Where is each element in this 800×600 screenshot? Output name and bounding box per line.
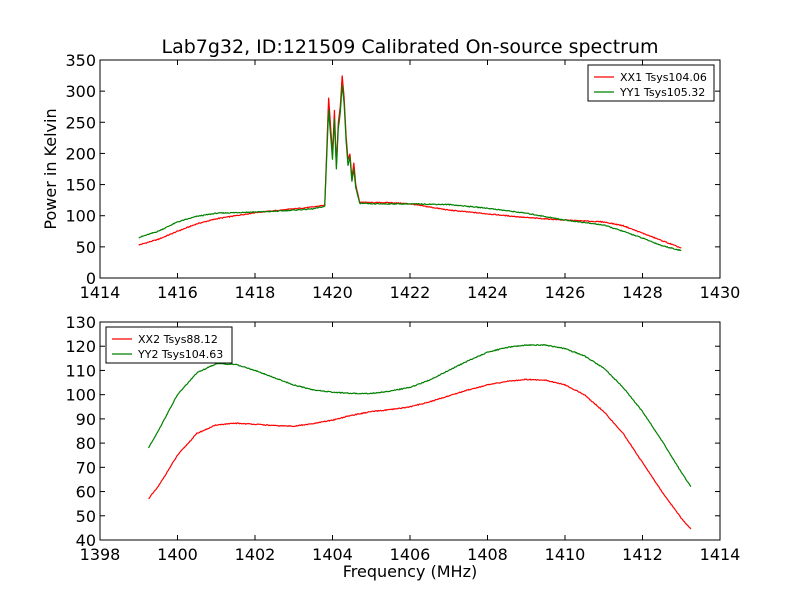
bottom-x-tick-label: 1408	[467, 545, 508, 564]
bottom-x-tick-label: 1406	[390, 545, 431, 564]
top-x-tick-label: 1416	[157, 283, 198, 302]
bottom-legend-entry-1: XX2 Tsys88.12	[138, 333, 218, 346]
top-x-tick-label: 1414	[80, 283, 121, 302]
top-axis-ticks: 1414 1416 1418 1420 1422 1424 1426 1428 1430 0 50 1…	[65, 51, 740, 302]
bottom-x-tick-label: 1414	[700, 545, 741, 564]
bottom-y-tick-label: 110	[65, 361, 96, 380]
top-legend: XX1 Tsys104.06 YY1 Tsys105.32	[587, 64, 715, 102]
bottom-series-line-1	[148, 378, 692, 530]
bottom-y-tick-label: 50	[76, 507, 96, 526]
bottom-y-tick-label: 120	[65, 337, 96, 356]
top-y-tick-label: 300	[65, 82, 96, 101]
bottom-legend-box	[105, 326, 233, 364]
bottom-x-tick-label: 1404	[312, 545, 353, 564]
bottom-x-axis-label: Frequency (MHz)	[343, 562, 477, 581]
bottom-x-tick-label: 1402	[235, 545, 276, 564]
top-series-line-2	[138, 84, 682, 252]
top-y-axis-label: Power in Kelvin	[41, 108, 60, 229]
top-x-tick-label: 1424	[467, 283, 508, 302]
top-y-tick-label: 350	[65, 51, 96, 70]
bottom-y-tick-label: 90	[76, 410, 96, 429]
top-legend-entry-2: YY1 Tsys105.32	[619, 86, 705, 99]
bottom-x-tick-label: 1410	[545, 545, 586, 564]
bottom-x-tick-label: 1398	[80, 545, 121, 564]
top-x-tick-label: 1422	[390, 283, 431, 302]
bottom-axis-ticks: 1398 1400 1402 1404 1406 1408 1410 1412 1414 40 50…	[65, 313, 740, 564]
top-x-tick-label: 1426	[545, 283, 586, 302]
bottom-y-tick-label: 100	[65, 386, 96, 405]
top-y-tick-label: 200	[65, 144, 96, 163]
top-y-tick-label: 100	[65, 207, 96, 226]
top-panel: 1414 1416 1418 1420 1422 1424 1426 1428 1430 0 50 1…	[41, 51, 740, 302]
bottom-legend: XX2 Tsys88.12 YY2 Tsys104.63	[105, 326, 233, 364]
bottom-y-tick-label: 130	[65, 313, 96, 332]
figure-title: Lab7g32, ID:121509 Calibrated On-source …	[161, 36, 658, 58]
top-y-tick-label: 50	[76, 238, 96, 257]
top-legend-entry-1: XX1 Tsys104.06	[620, 71, 707, 84]
top-x-tick-label: 1420	[312, 283, 353, 302]
top-x-tick-label: 1418	[235, 283, 276, 302]
bottom-x-tick-label: 1412	[622, 545, 663, 564]
bottom-series-line-2	[147, 343, 692, 488]
bottom-y-tick-label: 40	[76, 531, 96, 550]
top-y-tick-label: 250	[65, 113, 96, 132]
bottom-panel: 1398 1400 1402 1404 1406 1408 1410 1412 1414 40 50…	[65, 313, 740, 581]
top-legend-box	[587, 64, 715, 102]
top-x-tick-label: 1430	[700, 283, 741, 302]
top-plot-lines	[138, 75, 682, 252]
top-x-tick-label: 1428	[622, 283, 663, 302]
bottom-x-tick-label: 1400	[157, 545, 198, 564]
bottom-y-tick-label: 60	[76, 483, 96, 502]
bottom-y-tick-label: 80	[76, 434, 96, 453]
bottom-plot-lines	[147, 343, 692, 530]
top-y-tick-label: 150	[65, 176, 96, 195]
bottom-legend-entry-2: YY2 Tsys104.63	[137, 348, 223, 361]
bottom-y-tick-label: 70	[76, 458, 96, 477]
top-y-tick-label: 0	[86, 269, 96, 288]
